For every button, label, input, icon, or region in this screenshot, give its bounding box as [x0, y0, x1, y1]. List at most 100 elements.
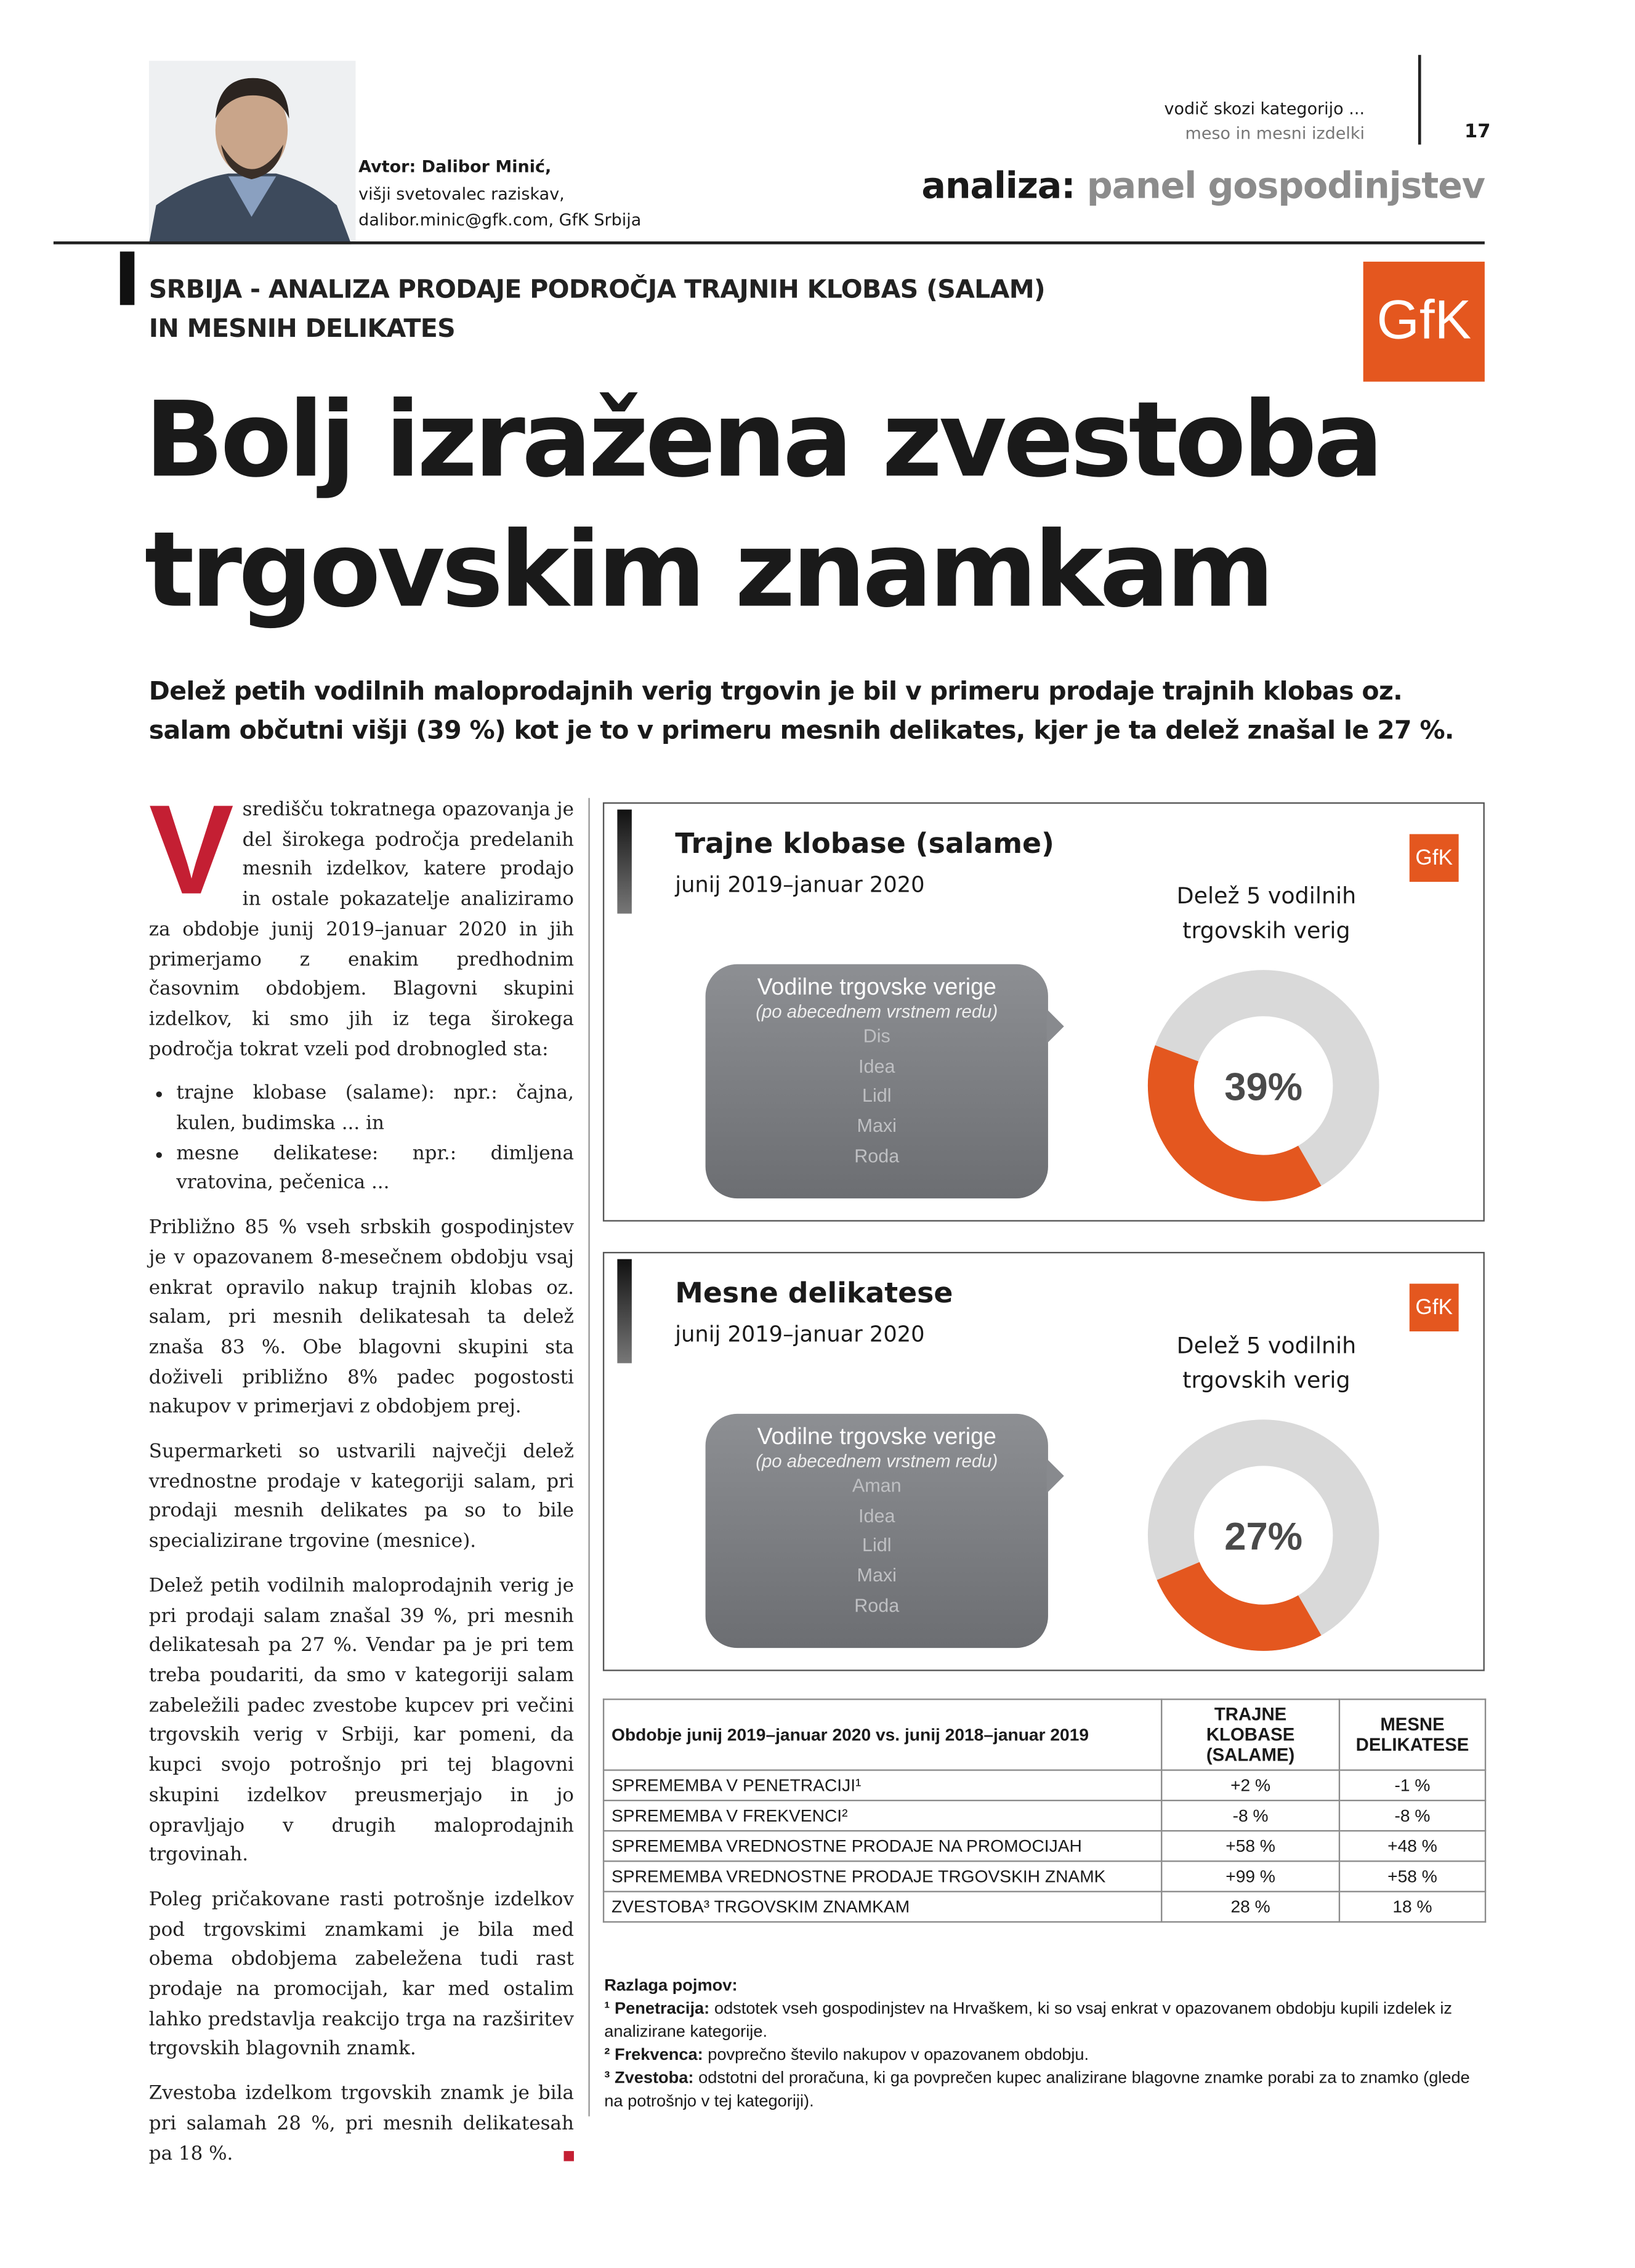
note-term: Zvestoba:	[614, 2068, 694, 2088]
gfk-logo: GfK	[1409, 834, 1459, 882]
panel-bar	[617, 809, 632, 914]
chains-box: Vodilne trgovske verige (po abecednem vrs…	[705, 1413, 1048, 1649]
header-cell: TRAJNE KLOBASE (SALAME)	[1161, 1698, 1341, 1771]
kicker: IN MESNIH DELIKATES	[148, 315, 456, 344]
chain: Idea	[858, 1504, 895, 1527]
notes: Razlaga pojmov: ¹ Penetracija: odstotek v…	[604, 1975, 1486, 2113]
box-subtitle: (po abecednem vrstnem redu)	[756, 1001, 998, 1022]
drop-cap: V	[148, 777, 234, 921]
kicker: SRBIJA - ANALIZA PRODAJE PODROČJA TRAJNI…	[148, 276, 1046, 305]
lead: Delež petih vodilnih maloprodajnih verig…	[148, 677, 1455, 746]
headline: Bolj izražena zvestoba	[144, 379, 1384, 501]
chart-period: junij 2019–januar 2020	[675, 1321, 925, 1347]
chain: Dis	[863, 1025, 890, 1047]
chart-panel: Mesne delikatese junij 2019–januar 2020 Gf…	[602, 1251, 1485, 1671]
rule	[53, 241, 1485, 244]
bullet-list: trajne klobase (salame): npr.: čajna, ku…	[149, 1080, 574, 1200]
table-row: SPREMEMBA V FREKVENCI² -8 % -8 %	[602, 1799, 1487, 1832]
table-row: ZVESTOBA³ TRGOVSKIM ZNAMKAM 28 % 18 %	[602, 1891, 1487, 1923]
table-cell: -1 %	[1338, 1769, 1487, 1801]
table-cell: SPREMEMBA VREDNOSTNE PRODAJE TRGOVSKIH Z…	[602, 1860, 1163, 1892]
paragraph: Zvestoba izdelkom trgovskih znamk je bil…	[148, 2083, 574, 2165]
table-cell: ZVESTOBA³ TRGOVSKIM ZNAMKAM	[602, 1891, 1163, 1923]
comparison-table: Obdobje junij 2019–januar 2020 vs. junij…	[602, 1698, 1487, 1923]
divider	[1418, 55, 1421, 145]
paragraph: Delež petih vodilnih maloprodajnih verig…	[148, 1575, 574, 1867]
paragraph: Približno 85 % vseh srbskih gospodinjste…	[148, 1217, 574, 1419]
chart-title: Trajne klobase (salame)	[675, 826, 1054, 860]
note-text: povprečno število nakupov v opazovanem o…	[708, 2045, 1089, 2065]
table-cell: 28 %	[1161, 1891, 1341, 1923]
kicker-bar	[119, 251, 135, 305]
note: ¹ Penetracija: odstotek vseh gospodinjst…	[604, 1998, 1486, 2044]
box-title: Vodilne trgovske verige	[757, 975, 996, 1001]
note-term: Frekvenca:	[614, 2045, 703, 2065]
chain: Lidl	[862, 1534, 892, 1556]
table-row: SPREMEMBA V PENETRACIJI¹ +2 % -1 %	[602, 1769, 1487, 1801]
share-title: trgovskih verig	[1182, 1367, 1350, 1394]
header-cell: Obdobje junij 2019–januar 2020 vs. junij…	[602, 1698, 1163, 1771]
share-label: 27%	[1224, 1515, 1302, 1559]
donut-chart: 27%	[1147, 1419, 1379, 1651]
chain: Maxi	[857, 1564, 897, 1586]
note: ³ Zvestoba: odstotni del proračuna, ki g…	[604, 2067, 1486, 2113]
bullet: trajne klobase (salame): npr.: čajna, ku…	[176, 1080, 574, 1140]
chart-title: Mesne delikatese	[675, 1276, 953, 1310]
box-subtitle: (po abecednem vrstnem redu)	[756, 1451, 998, 1472]
donut-share	[1147, 970, 1379, 1201]
note-number: ³	[604, 2068, 610, 2088]
section: vodič skozi kategorijo ...	[1164, 98, 1365, 119]
paragraph: Poleg pričakovane rasti potrošnje izdelk…	[148, 1889, 574, 2061]
table-row: SPREMEMBA VREDNOSTNE PRODAJE TRGOVSKIH Z…	[602, 1860, 1487, 1892]
table-cell: +2 %	[1161, 1769, 1341, 1801]
rubric-main: analiza:	[921, 164, 1075, 207]
box-pointer	[1046, 1009, 1064, 1044]
paragraph-text: središču tokratnega opazovanja je del ši…	[148, 799, 574, 1061]
table-row: SPREMEMBA VREDNOSTNE PRODAJE NA PROMOCIJ…	[602, 1830, 1487, 1862]
table-cell: SPREMEMBA V PENETRACIJI¹	[602, 1769, 1163, 1801]
box-title: Vodilne trgovske verige	[757, 1425, 996, 1450]
table-cell: SPREMEMBA VREDNOSTNE PRODAJE NA PROMOCIJ…	[602, 1830, 1163, 1862]
gfk-logo: GfK	[1409, 1283, 1459, 1332]
header-row: Obdobje junij 2019–januar 2020 vs. junij…	[602, 1698, 1487, 1771]
paragraph: Supermarketi so ustvarili največji delež…	[148, 1441, 574, 1553]
table-cell: SPREMEMBA V FREKVENCI²	[602, 1799, 1163, 1832]
share-title: trgovskih verig	[1182, 918, 1350, 944]
share-title: Delež 5 vodilnih	[1176, 883, 1357, 910]
panel-bar	[617, 1259, 632, 1363]
chain: Maxi	[857, 1115, 897, 1137]
chain: Roda	[854, 1594, 900, 1616]
table-cell: -8 %	[1161, 1799, 1341, 1832]
subsection: meso in mesni izdelki	[1185, 123, 1365, 143]
box-pointer	[1046, 1458, 1064, 1493]
table-cell: -8 %	[1338, 1799, 1487, 1832]
author-name: Avtor: Dalibor Minić,	[358, 156, 552, 177]
table-cell: +99 %	[1161, 1860, 1341, 1892]
notes-title: Razlaga pojmov:	[604, 1976, 738, 1995]
bullet: mesne delikatese: npr.: dimljena vratovi…	[176, 1140, 574, 1200]
chains-box: Vodilne trgovske verige (po abecednem vrs…	[705, 964, 1048, 1199]
chart-panel: Trajne klobase (salame) junij 2019–januar…	[602, 802, 1485, 1222]
gfk-logo: GfK	[1363, 261, 1485, 382]
chain: Roda	[854, 1144, 900, 1166]
author-role: višji svetovalec raziskav,	[358, 184, 565, 204]
rubric-sub: panel gospodinjstev	[1086, 164, 1485, 207]
donut-chart: 39%	[1147, 970, 1379, 1201]
note-text: odstotni del proračuna, ki ga povprečen …	[604, 2068, 1470, 2111]
table-cell: 18 %	[1338, 1891, 1487, 1923]
headline: trgovskim znamkam	[144, 509, 1275, 631]
note-text: odstotek vseh gospodinjstev na Hrvaškem,…	[604, 1999, 1453, 2041]
chart-period: junij 2019–januar 2020	[675, 871, 925, 898]
note-number: ¹	[604, 1999, 610, 2019]
table-cell: +48 %	[1338, 1830, 1487, 1862]
donut-share	[1147, 1419, 1379, 1651]
share-title: Delež 5 vodilnih	[1176, 1333, 1357, 1359]
rubric: analiza: panel gospodinjstev	[921, 164, 1485, 207]
note: ² Frekvenca: povprečno število nakupov v…	[604, 2044, 1486, 2067]
table-cell: +58 %	[1338, 1860, 1487, 1892]
column-divider	[588, 797, 590, 2117]
share-label: 39%	[1224, 1065, 1302, 1108]
author-contact: dalibor.minic@gfk.com, GfK Srbija	[358, 209, 642, 230]
note-number: ²	[604, 2045, 610, 2065]
